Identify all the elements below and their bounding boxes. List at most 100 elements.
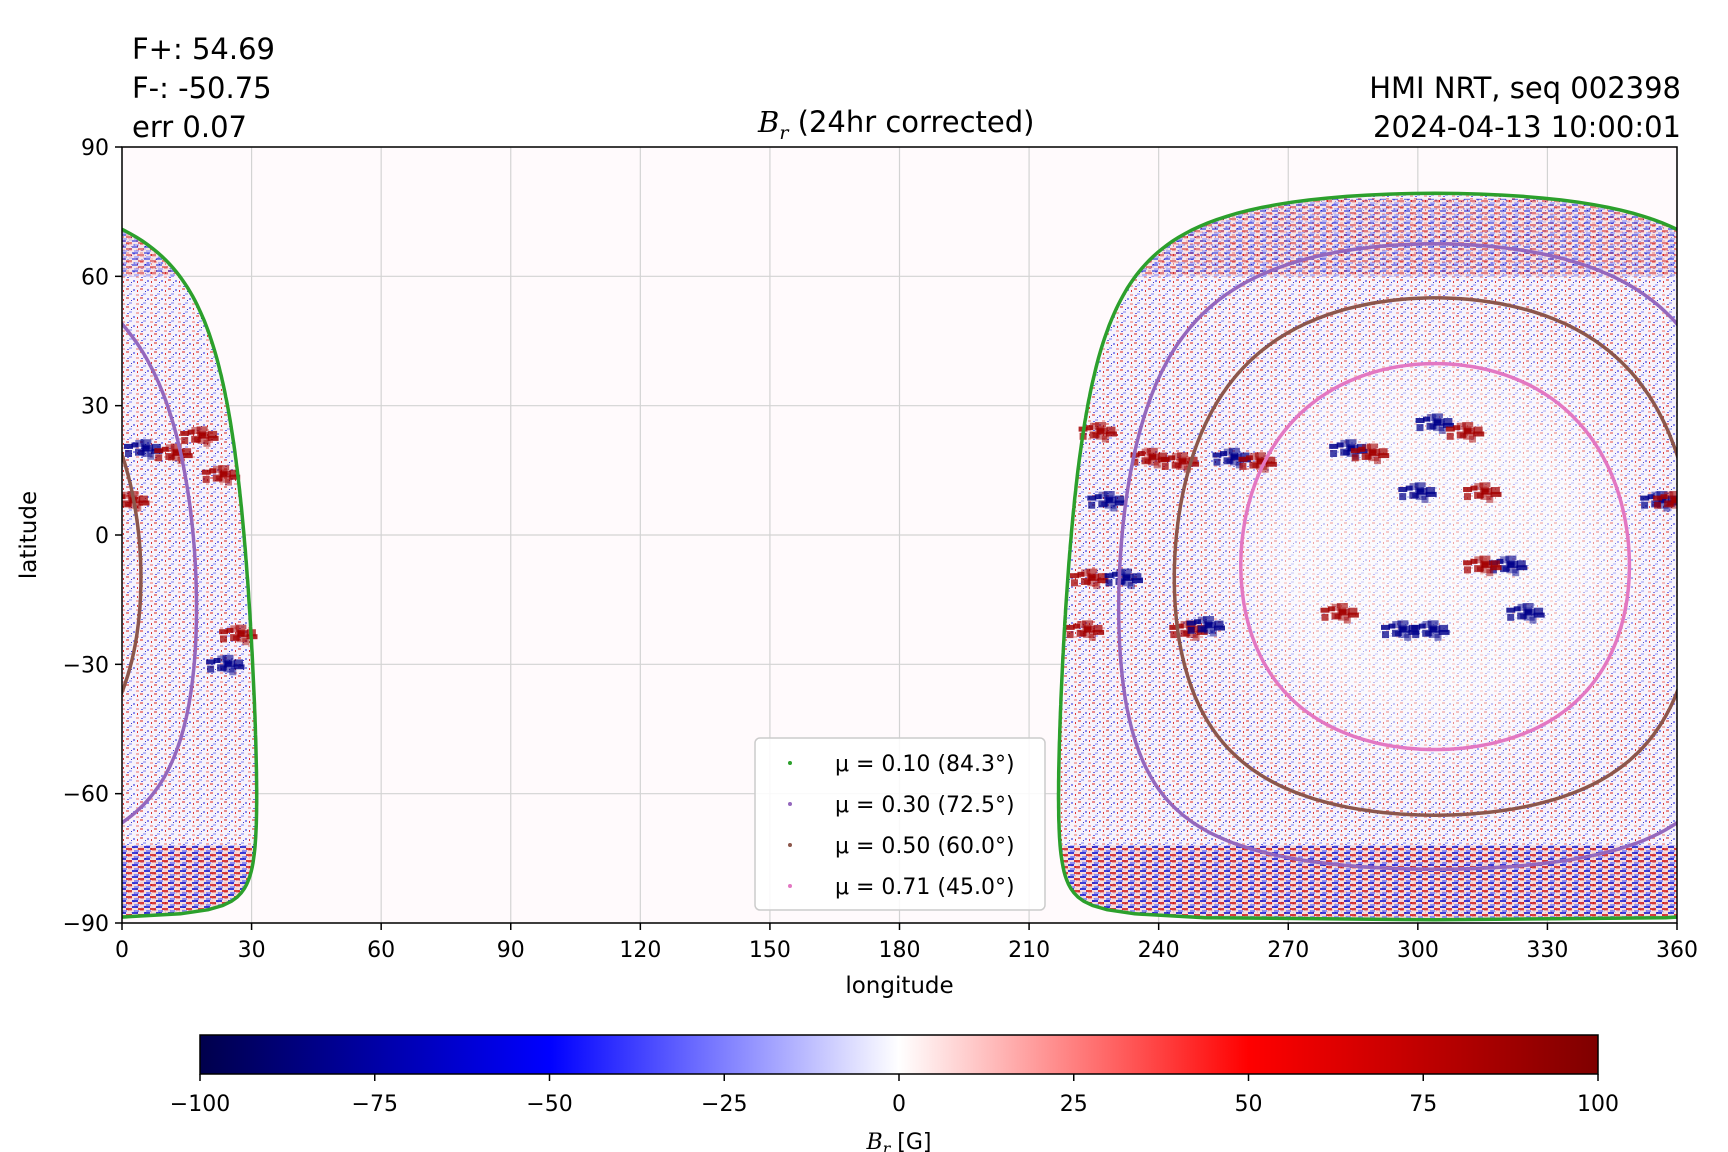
active-region [1398, 482, 1437, 503]
active-region [180, 426, 219, 447]
active-region-pixel [203, 439, 211, 447]
active-region-pixel [1477, 493, 1484, 499]
active-region-pixel [1368, 454, 1380, 462]
active-region-pixel [1438, 426, 1446, 434]
active-region-pixel [1239, 462, 1247, 470]
active-region-pixel [1092, 432, 1100, 438]
active-region-pixel [208, 430, 218, 438]
active-region-pixel [1177, 456, 1187, 462]
active-region-pixel [219, 629, 229, 635]
active-region-pixel [1170, 631, 1178, 639]
active-region-pixel [194, 437, 202, 442]
active-region-pixel [1490, 560, 1500, 568]
error-value: err 0.07 [132, 110, 247, 144]
active-region [1445, 422, 1485, 443]
active-region-pixel [1346, 443, 1355, 449]
colorbar-tick-label: 25 [1060, 1092, 1088, 1117]
active-region-pixel [1104, 501, 1116, 509]
active-region-pixel [1397, 624, 1407, 630]
active-region-pixel [112, 502, 119, 509]
legend-marker [788, 843, 792, 847]
active-region-pixel [1249, 452, 1259, 460]
active-region-pixel [1506, 566, 1518, 574]
active-region-pixel [1641, 501, 1649, 509]
active-region-pixel [134, 504, 142, 512]
active-region-pixel [1186, 620, 1196, 626]
active-region-pixel [1412, 493, 1420, 499]
y-tick-label: 60 [81, 265, 109, 290]
active-region-pixel [1097, 573, 1107, 581]
active-region-pixel [1187, 626, 1195, 634]
active-region-pixel [226, 627, 234, 633]
legend-marker [788, 802, 792, 806]
colorbar-tick-label: −75 [352, 1092, 398, 1117]
active-region-pixel [1651, 491, 1661, 499]
active-region-pixel [1132, 573, 1142, 581]
active-region-pixel [138, 500, 150, 506]
active-region-pixel [1141, 448, 1151, 456]
active-region-pixel [1343, 450, 1351, 455]
active-region [1320, 603, 1359, 624]
active-region-pixel [1423, 416, 1430, 422]
active-region-pixel [1228, 447, 1240, 453]
mu-contour-line [122, 321, 199, 825]
active-region-pixel [1464, 566, 1471, 574]
active-region-pixel [1428, 624, 1438, 630]
active-region-pixel [1331, 603, 1341, 611]
active-region-pixel [1096, 432, 1108, 440]
active-region [1065, 620, 1105, 641]
active-region-pixel [1158, 452, 1168, 460]
active-region-pixel [1103, 491, 1115, 496]
active-region-pixel [1088, 501, 1096, 509]
active-region-pixel [1433, 424, 1444, 432]
active-region-pixel [1094, 494, 1102, 500]
active-region-pixel [1392, 621, 1402, 628]
active-region-pixel [1364, 454, 1372, 460]
mu-contour-line [122, 227, 259, 919]
active-region-pixel [1147, 458, 1159, 466]
x-tick-label: 360 [1656, 938, 1698, 963]
active-region-pixel [1477, 566, 1484, 572]
active-region-pixel [1240, 452, 1250, 460]
active-region-pixel [1664, 491, 1674, 499]
active-region-pixel [138, 450, 145, 455]
active-region-pixel [1425, 631, 1433, 636]
y-tick-label: −90 [63, 912, 109, 937]
active-region-pixel [1490, 487, 1500, 494]
flux-positive: F+: 54.69 [132, 32, 275, 66]
active-region-pixel [168, 454, 176, 460]
active-region-pixel [1081, 569, 1091, 577]
active-region-pixel [1500, 556, 1510, 564]
active-region-pixel [1367, 443, 1379, 449]
active-region-pixel [196, 426, 208, 432]
active-region-pixel [1445, 426, 1455, 432]
active-region-pixel [215, 475, 223, 481]
active-region-pixel [1529, 616, 1537, 624]
active-region-pixel [1203, 620, 1213, 626]
active-region-pixel [1321, 613, 1329, 621]
active-region-pixel [1463, 432, 1475, 440]
active-region [1463, 555, 1502, 577]
active-region-pixel [1429, 424, 1437, 430]
active-region-pixel [125, 501, 132, 507]
active-region-pixel [1168, 455, 1176, 461]
active-region-pixel [1169, 624, 1179, 630]
axes: 0 30 60 90 120 150 180 210 240 270 300 330 360906030… [16, 136, 1698, 999]
active-region-pixel [1669, 495, 1677, 501]
legend-entry: μ = 0.10 (84.3°) [835, 752, 1015, 777]
active-region-pixel [1523, 613, 1535, 621]
active-region-pixel [1343, 616, 1351, 624]
active-region-pixel [1178, 462, 1190, 470]
active-region-pixel [138, 495, 148, 503]
active-region-pixel [1345, 439, 1357, 445]
active-region [1463, 482, 1502, 503]
active-region [1653, 491, 1677, 512]
active-region-pixel [1470, 485, 1478, 491]
disk-center-fade [1175, 297, 1677, 816]
active-region-pixel [1088, 633, 1096, 641]
mu-contour-line [1239, 361, 1632, 752]
disk-region [122, 229, 257, 918]
mu-contour-line [1116, 242, 1677, 872]
active-region-pixel [1209, 629, 1217, 637]
active-region-pixel [111, 496, 120, 501]
